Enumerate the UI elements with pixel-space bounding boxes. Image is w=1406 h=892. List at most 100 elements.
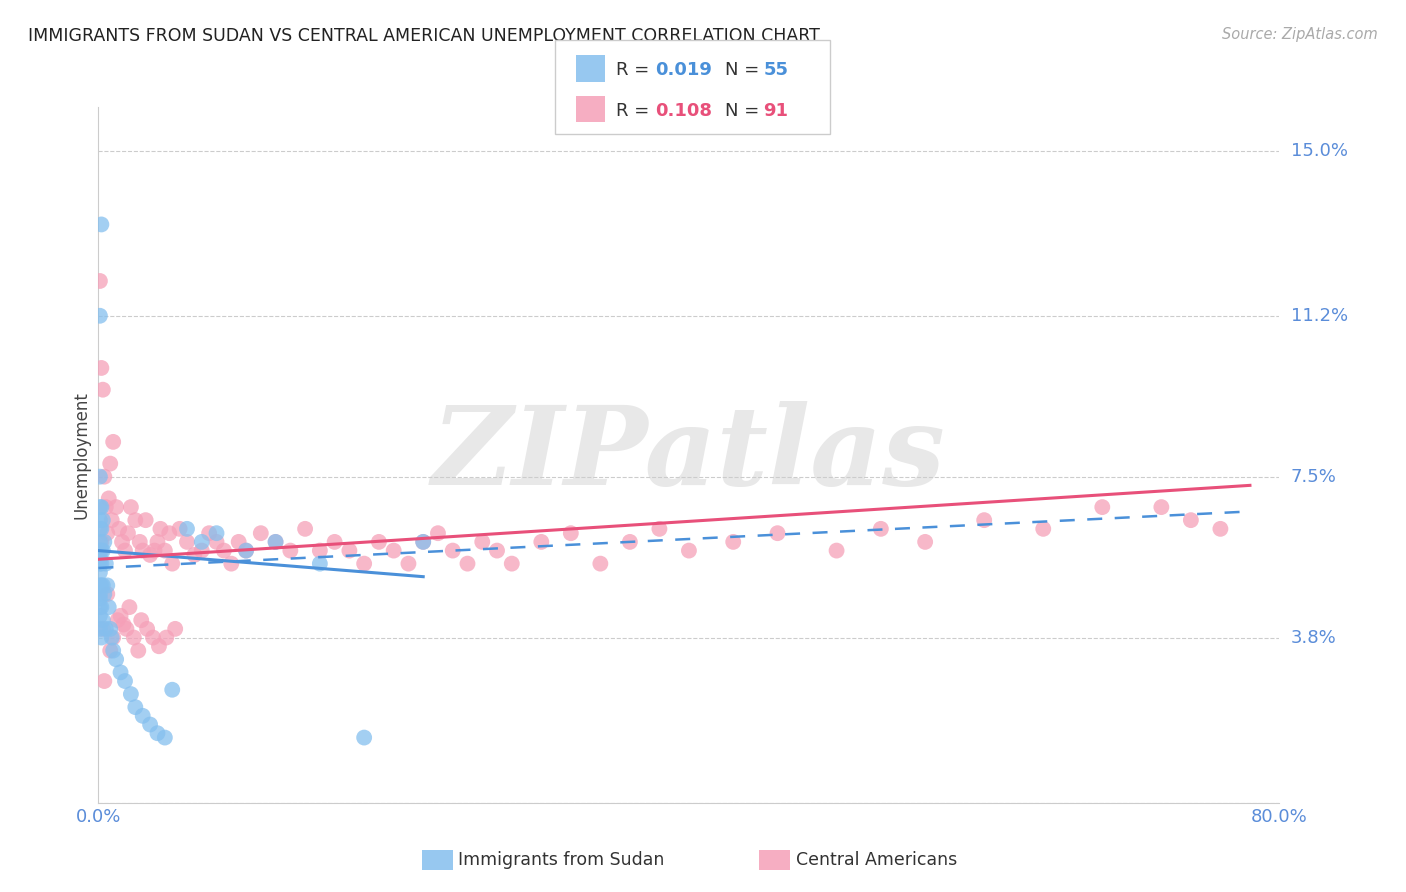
Point (90, 543, 112, 558)
Point (155, 631, 177, 645)
Point (530, 535, 553, 549)
Point (89, 500, 111, 514)
Point (107, 613, 129, 627)
Point (89, 608, 111, 623)
Point (94, 500, 117, 514)
Point (90, 535, 112, 549)
Point (93, 469, 115, 483)
Point (191, 535, 214, 549)
Point (105, 652, 128, 666)
Point (97, 491, 120, 506)
Point (89, 600, 111, 615)
Point (294, 522, 316, 536)
Point (176, 535, 198, 549)
Text: Source: ZipAtlas.com: Source: ZipAtlas.com (1222, 27, 1378, 42)
Point (91, 383, 114, 397)
Text: IMMIGRANTS FROM SUDAN VS CENTRAL AMERICAN UNEMPLOYMENT CORRELATION CHART: IMMIGRANTS FROM SUDAN VS CENTRAL AMERICA… (28, 27, 820, 45)
Point (112, 617, 135, 632)
Point (309, 543, 332, 558)
Point (90, 600, 112, 615)
Point (98, 457, 121, 471)
Point (766, 526, 789, 541)
Point (162, 682, 183, 697)
Point (914, 535, 936, 549)
Point (153, 731, 176, 745)
Text: R =: R = (616, 61, 655, 79)
Point (96, 587, 118, 601)
Point (235, 543, 257, 558)
Point (146, 726, 169, 740)
Point (212, 543, 235, 558)
Point (89, 522, 111, 536)
Point (89, 622, 111, 636)
Point (98, 622, 121, 636)
Point (115, 622, 138, 636)
Point (132, 708, 155, 723)
Point (143, 543, 166, 558)
Point (412, 535, 434, 549)
Point (129, 613, 152, 627)
Point (96, 526, 118, 541)
Point (93, 535, 115, 549)
Point (228, 535, 250, 549)
Point (93, 587, 115, 601)
Y-axis label: Unemployment: Unemployment (72, 391, 90, 519)
Point (124, 513, 146, 527)
Text: Central Americans: Central Americans (796, 851, 957, 869)
Point (111, 535, 134, 549)
Point (165, 622, 187, 636)
Point (90, 500, 112, 514)
Point (96, 578, 118, 592)
Point (139, 717, 162, 731)
Point (678, 543, 700, 558)
Text: 15.0%: 15.0% (1291, 142, 1347, 160)
Point (94, 622, 117, 636)
Point (198, 526, 221, 541)
Point (648, 522, 671, 536)
Point (114, 543, 136, 558)
Point (353, 731, 375, 745)
Point (157, 526, 180, 541)
Point (183, 548, 205, 562)
Text: ZIPatlas: ZIPatlas (432, 401, 946, 508)
Point (94, 557, 117, 571)
Point (250, 526, 273, 541)
Text: R =: R = (616, 102, 655, 120)
Point (1091, 500, 1114, 514)
Point (98, 643, 121, 657)
Point (110, 608, 132, 623)
Point (619, 535, 641, 549)
Point (89, 566, 111, 580)
Point (90, 578, 112, 592)
Text: N =: N = (725, 61, 765, 79)
Point (162, 557, 183, 571)
Point (89, 578, 111, 592)
Point (90, 522, 112, 536)
Point (105, 500, 128, 514)
Point (382, 543, 405, 558)
Point (264, 535, 287, 549)
Point (501, 557, 523, 571)
Point (93, 674, 115, 689)
Point (128, 535, 150, 549)
Text: 7.5%: 7.5% (1291, 467, 1337, 485)
Point (135, 513, 157, 527)
Text: 55: 55 (763, 61, 789, 79)
Point (91, 578, 114, 592)
Point (120, 500, 142, 514)
Point (191, 543, 214, 558)
Point (91, 622, 114, 636)
Point (103, 434, 125, 449)
Point (486, 543, 509, 558)
Point (412, 535, 434, 549)
Point (235, 543, 257, 558)
Point (100, 513, 122, 527)
Point (91, 543, 114, 558)
Point (721, 535, 744, 549)
Point (118, 600, 141, 615)
Point (323, 535, 346, 549)
Point (176, 522, 198, 536)
Point (89, 513, 111, 527)
Point (353, 557, 375, 571)
Point (1150, 500, 1173, 514)
